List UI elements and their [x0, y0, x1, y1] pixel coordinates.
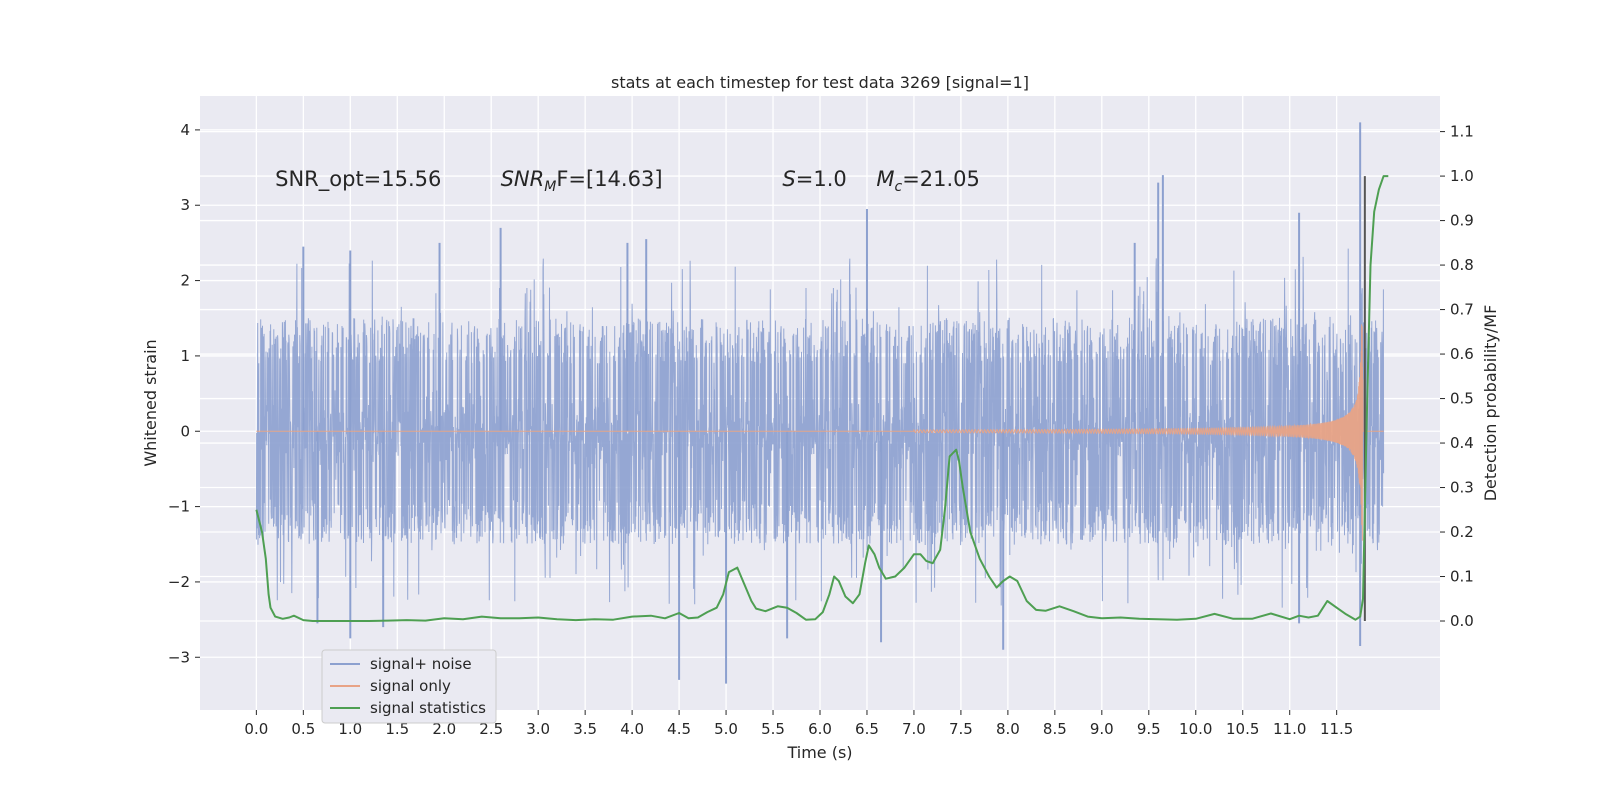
y2-tick-label: 0.0	[1450, 612, 1474, 630]
legend-label-signal-statistics: signal statistics	[370, 699, 486, 717]
x-tick-label: 3.5	[573, 720, 597, 738]
x-tick-label: 1.5	[385, 720, 409, 738]
series-signal-only	[256, 324, 1384, 541]
x-tick-label: 9.0	[1090, 720, 1114, 738]
y-tick-label: 2	[180, 272, 190, 290]
y-axis-label: Whitened strain	[141, 339, 160, 466]
x-tick-label: 0.5	[291, 720, 315, 738]
x-tick-label: 7.0	[902, 720, 926, 738]
x-tick-label: 9.5	[1137, 720, 1161, 738]
x-tick-label: 2.0	[432, 720, 456, 738]
y2-tick-label: 0.2	[1450, 523, 1474, 541]
x-axis-label: Time (s)	[786, 743, 852, 762]
annotation: S=1.0	[782, 167, 846, 191]
y-tick-label: 0	[180, 422, 190, 440]
series-signal-statistics	[255, 175, 1389, 622]
x-tick-label: 10.5	[1226, 720, 1259, 738]
x-tick-label: 8.0	[996, 720, 1020, 738]
x-tick-label: 6.0	[808, 720, 832, 738]
y2-axis: 0.0 0.1 0.2 0.3 0.4 0.5 0.6 0.7 0.8 0.9 1.0 1.1	[1440, 123, 1474, 630]
x-tick-label: 8.5	[1043, 720, 1067, 738]
y2-tick-label: 0.9	[1450, 212, 1474, 230]
x-tick-label: 10.0	[1179, 720, 1212, 738]
y-tick-label: −1	[168, 498, 190, 516]
y2-tick-label: 1.1	[1450, 123, 1474, 141]
y-tick-label: −2	[168, 573, 190, 591]
x-tick-label: 4.5	[667, 720, 691, 738]
y2-tick-label: 0.3	[1450, 479, 1474, 497]
y2-tick-label: 0.4	[1450, 434, 1474, 452]
annotations: SNR_opt=15.56 SNRMF=[14.63] S=1.0 Mc=21.05	[275, 167, 980, 195]
x-tick-label: 2.5	[479, 720, 503, 738]
y2-tick-label: 0.5	[1450, 390, 1474, 408]
y-tick-label: 1	[180, 347, 190, 365]
annotation: SNRMF=[14.63]	[501, 167, 663, 195]
y2-tick-label: 0.6	[1450, 345, 1474, 363]
y-tick-label: 3	[180, 196, 190, 214]
legend: signal+ noise signal only signal statist…	[321, 649, 497, 724]
x-tick-label: 5.5	[761, 720, 785, 738]
x-tick-label: 7.5	[949, 720, 973, 738]
y-axis: −3 −2 −1 0 1 2 3 4	[168, 121, 200, 666]
annotation: SNR_opt=15.56	[275, 167, 441, 192]
series-signal-noise	[255, 248, 1385, 608]
x-tick-label: 11.0	[1273, 720, 1306, 738]
y2-tick-label: 0.7	[1450, 301, 1474, 319]
legend-box	[321, 649, 497, 724]
y-tick-label: −3	[168, 648, 190, 666]
x-tick-label: 0.0	[244, 720, 268, 738]
legend-label-signal-only: signal only	[370, 677, 451, 695]
y-tick-label: 4	[180, 121, 190, 139]
legend-label-signal-noise: signal+ noise	[370, 655, 472, 673]
x-tick-label: 1.0	[338, 720, 362, 738]
x-axis: 0.0 0.5 1.0 1.5 2.0 2.5 3.0 3.5 4.0 4.5 5.0 5.5 6.0 6…	[244, 710, 1353, 738]
y2-tick-label: 1.0	[1450, 167, 1474, 185]
x-tick-label: 5.0	[714, 720, 738, 738]
y2-axis-label: Detection probability/MF	[1481, 305, 1500, 502]
chart-title: stats at each timestep for test data 326…	[611, 73, 1029, 92]
x-tick-label: 3.0	[526, 720, 550, 738]
x-tick-label: 11.5	[1320, 720, 1353, 738]
x-tick-label: 6.5	[855, 720, 879, 738]
annotation: Mc=21.05	[876, 167, 980, 195]
y2-tick-label: 0.8	[1450, 256, 1474, 274]
y2-tick-label: 0.1	[1450, 568, 1474, 586]
x-tick-label: 4.0	[620, 720, 644, 738]
series-layer	[255, 122, 1389, 684]
